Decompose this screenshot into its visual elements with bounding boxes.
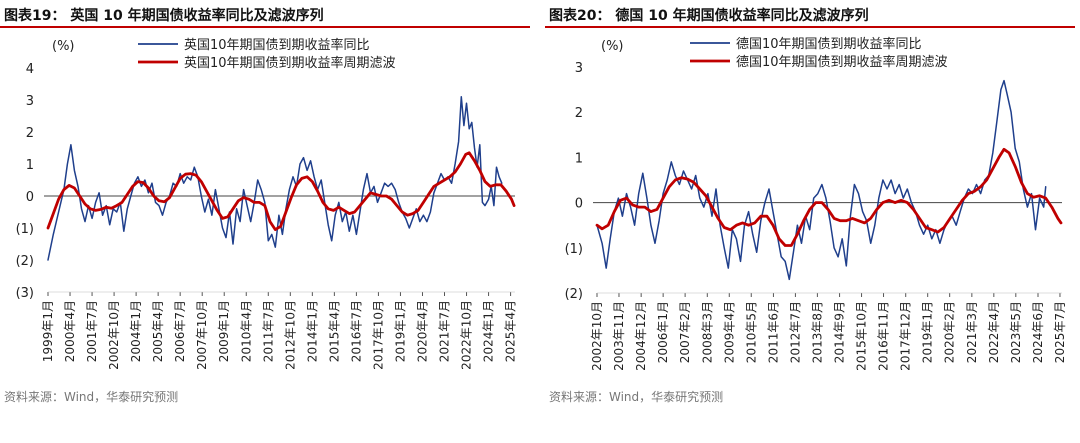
x-tick-label: 2002年10月 [590, 301, 604, 371]
legend-label: 德国10年期国债到期收益率同比 [736, 36, 922, 52]
source-note: 资料来源：Wind，华泰研究预测 [549, 390, 724, 404]
chart-title: 图表20： 德国 10 年期国债收益率同比及滤波序列 [549, 8, 869, 24]
series-line-filtered [46, 151, 516, 232]
y-tick-label: (2) [565, 287, 583, 302]
y-tick-label: (1) [16, 222, 34, 237]
series-line-filtered [595, 147, 1063, 247]
x-tick-label: 2019年1月 [393, 300, 407, 362]
x-tick-label: 2010年5月 [744, 301, 758, 363]
y-tick-label: 2 [575, 106, 583, 121]
x-tick-label: 2005年4月 [151, 300, 165, 362]
x-tick-label: 2024年6月 [1031, 301, 1045, 363]
x-tick-label: 2002年10月 [107, 300, 121, 370]
y-tick-label: 3 [575, 61, 583, 76]
x-tick-label: 2016年11月 [877, 301, 891, 371]
y-tick-label: 0 [26, 190, 34, 205]
x-tick-label: 2020年2月 [943, 301, 957, 363]
chart-panel-germany: 图表20： 德国 10 年期国债收益率同比及滤波序列 (%) 3 2 1 0 (1) (2)… [545, 0, 1080, 443]
legend-label: 英国10年期国债到期收益率同比 [184, 37, 370, 53]
x-tick-label: 2015年4月 [327, 300, 341, 362]
x-tick-label: 2009年4月 [722, 301, 736, 363]
x-tick-label: 2012年7月 [788, 301, 802, 363]
x-tick-label: 2004年1月 [129, 300, 143, 362]
y-tick-label: 2 [26, 126, 34, 141]
x-tick-label: 2025年4月 [504, 300, 518, 362]
y-tick-label: 3 [26, 94, 34, 109]
x-tick-label: 2004年12月 [634, 301, 648, 371]
x-tick-label: 2003年11月 [612, 301, 626, 371]
x-tick-label: 2016年7月 [349, 300, 363, 362]
x-tick-label: 2023年5月 [1009, 301, 1023, 363]
y-tick-label: (1) [565, 242, 583, 257]
x-tick-label: 2014年9月 [833, 301, 847, 363]
x-tick-label: 2014年1月 [305, 300, 319, 362]
title-divider [545, 26, 1075, 28]
x-tick-label: 2024年1月 [482, 300, 496, 362]
x-tick-label: 2009年1月 [217, 300, 231, 362]
y-tick-label: (2) [16, 254, 34, 269]
x-tick-label: 2017年10月 [371, 300, 385, 370]
x-tick-label: 2008年3月 [700, 301, 714, 363]
title-divider [0, 26, 530, 28]
y-tick-label: 1 [26, 158, 34, 173]
x-tick-label: 2011年6月 [766, 301, 780, 363]
chart-title: 图表19： 英国 10 年期国债收益率同比及滤波序列 [4, 8, 324, 24]
x-tick-label: 2007年2月 [678, 301, 692, 363]
chart-uk: (%) 4 3 2 1 0 (1) (2) (3) 1999年1月 2000年4月 2001年7月 20… [16, 37, 518, 370]
x-tick-label: 2021年3月 [965, 301, 979, 363]
x-tick-label: 2015年10月 [855, 301, 869, 371]
chart-germany: (%) 3 2 1 0 (1) (2) 2002年10月 2003年11月 2004年12月 200… [565, 36, 1067, 371]
x-tick-label: 2001年7月 [85, 300, 99, 362]
x-tick-label: 1999年1月 [41, 300, 55, 362]
x-tick-label: 2012年10月 [283, 300, 297, 370]
series-line-raw [596, 79, 1047, 281]
series-line-raw [47, 96, 503, 261]
x-tick-label: 2013年8月 [810, 301, 824, 363]
x-tick-label: 2010年4月 [239, 300, 253, 362]
x-tick-label: 2019年1月 [921, 301, 935, 363]
x-tick-label: 2021年7月 [438, 300, 452, 362]
legend-label: 德国10年期国债到期收益率周期滤波 [736, 54, 948, 70]
x-tick-label: 2006年7月 [173, 300, 187, 362]
y-tick-label: 4 [26, 62, 34, 77]
legend-label: 英国10年期国债到期收益率周期滤波 [184, 55, 396, 71]
y-tick-label: (3) [16, 286, 34, 301]
chart-panel-uk: 图表19： 英国 10 年期国债收益率同比及滤波序列 (%) 4 3 2 1 0 (1) (2… [0, 0, 535, 443]
x-tick-label: 2000年4月 [63, 300, 77, 362]
x-tick-label: 2022年10月 [460, 300, 474, 370]
x-tick-label: 2007年10月 [195, 300, 209, 370]
x-tick-label: 2025年7月 [1053, 301, 1067, 363]
unit-label: (%) [52, 39, 75, 54]
x-tick-label: 2022年4月 [987, 301, 1001, 363]
x-tick-label: 2006年1月 [656, 301, 670, 363]
source-note: 资料来源：Wind，华泰研究预测 [4, 390, 179, 404]
unit-label: (%) [601, 39, 624, 54]
x-tick-label: 2011年7月 [261, 300, 275, 362]
x-tick-label: 2020年4月 [415, 300, 429, 362]
y-tick-label: 0 [575, 197, 583, 212]
y-tick-label: 1 [575, 151, 583, 166]
x-tick-label: 2017年12月 [899, 301, 913, 371]
